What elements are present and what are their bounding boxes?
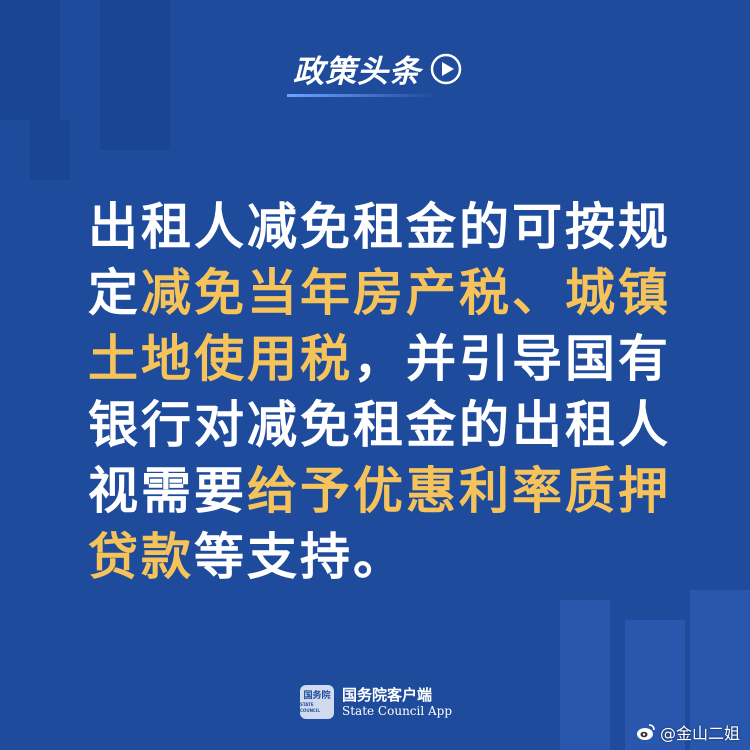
bg-stripe-right-3 — [690, 590, 750, 750]
logo-cn: 国务院客户端 — [342, 685, 433, 704]
bg-stripe-right-2 — [625, 620, 685, 750]
watermark: @金山二姐 — [636, 720, 740, 744]
highlight-segment: 减免当年房产税、城镇土地使用税 — [88, 264, 671, 388]
header-title: 政策头条 — [293, 54, 421, 90]
main-text: 出租人减免租金的可按规定减免当年房产税、城镇土地使用税，并引导国有银行对减免租金… — [88, 194, 688, 590]
bg-stripe-left-3 — [30, 120, 70, 180]
logo-text: 国务院客户端 State Council App — [342, 686, 452, 719]
footer-logo: 国务院 STATE COUNCIL 国务院客户端 State Council A… — [300, 685, 452, 719]
play-icon — [430, 53, 462, 84]
highlight-segment: 给予优惠利率质押贷款 — [88, 462, 671, 586]
logo-badge: 国务院 STATE COUNCIL — [300, 685, 334, 719]
logo-badge-text: 国务院 — [303, 690, 331, 701]
header: 政策头条 — [0, 44, 750, 97]
logo-badge-subtext: STATE COUNCIL — [300, 701, 320, 713]
header-underline — [287, 94, 437, 97]
bg-stripe-left-1 — [0, 0, 60, 120]
weibo-icon — [636, 724, 655, 740]
text-segment: 等支持。 — [194, 528, 406, 586]
text-segment: ，并引导国有银行对减免租金的出租人视需要 — [88, 330, 671, 520]
bg-stripe-left-2 — [100, 0, 170, 150]
header-box: 政策头条 — [287, 44, 463, 97]
watermark-text: @金山二姐 — [659, 724, 740, 743]
logo-en: State Council App — [342, 703, 453, 718]
text-segment: 出租人减免租金的可按规定 — [88, 198, 671, 322]
bg-stripe-right-1 — [560, 600, 610, 750]
